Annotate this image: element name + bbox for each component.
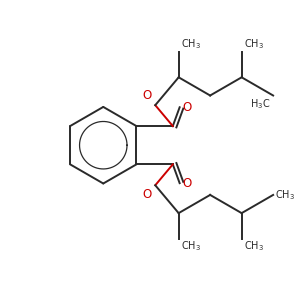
Text: O: O <box>142 188 152 201</box>
Text: O: O <box>182 101 192 114</box>
Text: O: O <box>142 89 152 102</box>
Text: CH$_3$: CH$_3$ <box>244 239 264 253</box>
Text: H$_3$C: H$_3$C <box>250 98 270 111</box>
Text: CH$_3$: CH$_3$ <box>181 37 201 51</box>
Text: CH$_3$: CH$_3$ <box>181 239 201 253</box>
Text: CH$_3$: CH$_3$ <box>244 37 264 51</box>
Text: O: O <box>182 177 192 190</box>
Text: CH$_3$: CH$_3$ <box>275 188 295 202</box>
